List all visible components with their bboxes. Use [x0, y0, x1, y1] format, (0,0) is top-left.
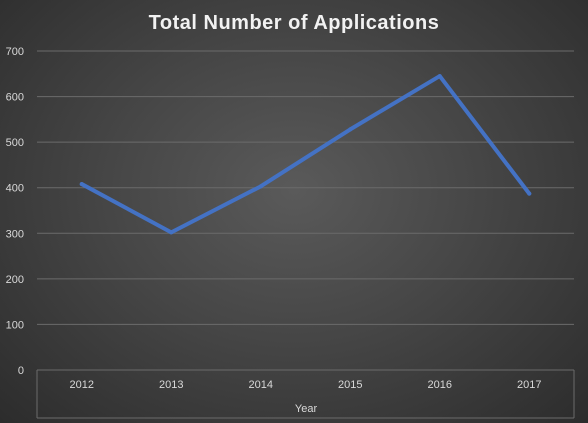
y-tick-label: 100: [6, 319, 24, 331]
data-point-2014: [258, 184, 263, 189]
series-line: [79, 74, 532, 235]
data-point-2017: [527, 191, 532, 196]
y-axis-ticks: 0 100 200 300 400 500 600 700: [6, 46, 24, 377]
x-tick-label: 2017: [517, 379, 541, 391]
x-axis-frame: [36, 369, 575, 419]
x-tick-label: 2012: [70, 379, 94, 391]
y-tick-label: 300: [6, 228, 24, 240]
data-point-2013: [169, 230, 174, 235]
chart-title: Total Number of Applications: [149, 12, 440, 34]
x-axis-title: Year: [295, 403, 318, 415]
x-axis-ticks: 2012 2013 2014 2015 2016 2017: [70, 379, 542, 391]
y-tick-label: 0: [18, 365, 24, 377]
y-tick-label: 500: [6, 137, 24, 149]
y-tick-label: 400: [6, 183, 24, 195]
x-tick-label: 2013: [159, 379, 183, 391]
y-tick-label: 700: [6, 46, 24, 58]
x-tick-label: 2014: [249, 379, 273, 391]
y-tick-label: 200: [6, 274, 24, 286]
x-tick-label: 2015: [338, 379, 362, 391]
series-layer: [79, 74, 532, 235]
data-point-2012: [79, 182, 84, 187]
data-point-2016: [437, 74, 442, 79]
data-point-2015: [348, 127, 353, 132]
x-tick-label: 2016: [428, 379, 452, 391]
gridlines: [37, 50, 574, 325]
y-tick-label: 600: [6, 92, 24, 104]
